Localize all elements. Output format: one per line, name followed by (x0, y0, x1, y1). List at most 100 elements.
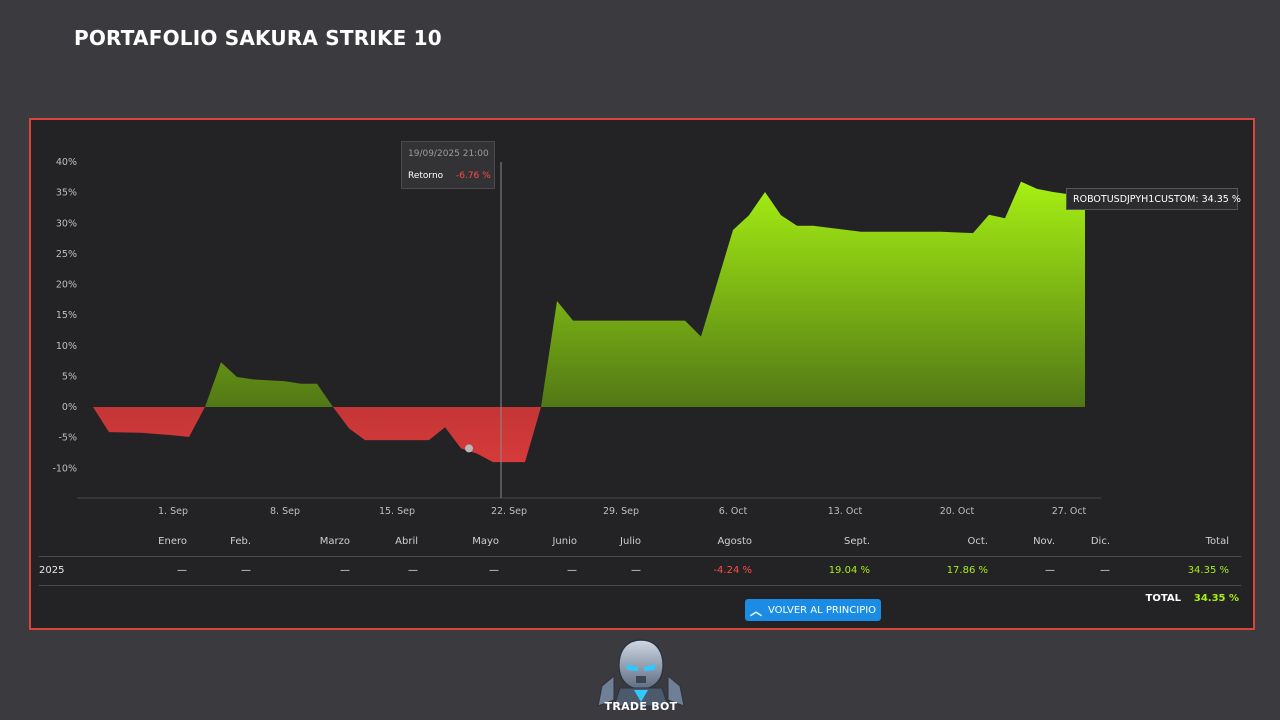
data-point[interactable] (875, 230, 879, 234)
total-label: TOTAL (1145, 593, 1181, 604)
data-point[interactable] (283, 379, 287, 383)
data-point[interactable] (555, 299, 559, 303)
data-point[interactable] (235, 375, 239, 379)
column-header: Mayo (472, 536, 499, 547)
data-point[interactable] (523, 460, 527, 464)
table-cell: 17.86 % (946, 565, 988, 576)
column-header: Feb. (230, 536, 251, 547)
row-year: 2025 (39, 565, 65, 576)
table-cell: — (340, 565, 350, 576)
returns-chart[interactable]: 40% 35% 30% 25% 20% 15% 10% 5% 0% -5% -10% 1. Sep 8… (31, 120, 1253, 528)
data-point[interactable] (171, 433, 175, 437)
total-value: 34.35 % (1193, 593, 1239, 604)
data-point[interactable] (587, 319, 591, 323)
y-tick-label: 15% (56, 310, 77, 321)
column-header: Abril (395, 536, 418, 547)
table-cell: — (489, 565, 499, 576)
data-point[interactable] (139, 431, 143, 435)
data-point[interactable] (363, 438, 367, 442)
data-point[interactable] (987, 213, 991, 217)
y-tick-label: 40% (56, 157, 77, 168)
portfolio-panel: 40% 35% 30% 25% 20% 15% 10% 5% 0% -5% -10% 1. Sep 8… (29, 118, 1255, 630)
data-point[interactable] (475, 452, 479, 456)
x-tick-label: 22. Sep (491, 506, 527, 517)
column-header: Marzo (319, 536, 350, 547)
area-positive (93, 181, 1085, 407)
chevron-up-icon: ︿ (749, 603, 762, 618)
data-point[interactable] (683, 319, 687, 323)
data-point[interactable] (411, 438, 415, 442)
data-point[interactable] (1003, 216, 1007, 220)
x-tick-label: 13. Oct (828, 506, 863, 517)
column-header: Junio (552, 536, 577, 547)
x-tick-label: 1. Sep (158, 506, 188, 517)
data-point[interactable] (571, 319, 575, 323)
data-point[interactable] (107, 430, 111, 434)
column-header: Nov. (1033, 536, 1055, 547)
data-point[interactable] (187, 435, 191, 439)
robot-head-icon (597, 639, 685, 707)
table-cell: -4.24 % (713, 565, 752, 576)
data-point[interactable] (443, 425, 447, 429)
data-point[interactable] (747, 213, 751, 217)
table-cell: — (177, 565, 187, 576)
column-header: Oct. (967, 536, 988, 547)
data-point[interactable] (939, 230, 943, 234)
data-point[interactable] (1035, 187, 1039, 191)
y-tick-label: 25% (56, 249, 77, 260)
table-cell: — (1045, 565, 1055, 576)
data-point[interactable] (203, 405, 207, 409)
data-point[interactable] (299, 382, 303, 386)
data-point[interactable] (491, 460, 495, 464)
data-point[interactable] (219, 360, 223, 364)
monthly-returns-table: Enero Feb. Marzo Abril Mayo Junio Julio Agosto S… (39, 528, 1241, 612)
x-tick-label: 29. Sep (603, 506, 639, 517)
y-tick-label: 35% (56, 188, 77, 199)
tooltip-date: 19/09/2025 21:00 (408, 149, 489, 159)
column-header: Total (1205, 536, 1229, 547)
back-to-top-label: VOLVER AL PRINCIPIO (767, 604, 877, 616)
data-point[interactable] (699, 335, 703, 339)
data-point[interactable] (331, 405, 335, 409)
data-point[interactable] (91, 405, 95, 409)
data-point[interactable] (1019, 180, 1023, 184)
column-header: Enero (158, 536, 187, 547)
data-point[interactable] (731, 228, 735, 232)
y-tick-label: 5% (62, 371, 77, 382)
tooltip-value: -6.76 % (456, 171, 491, 181)
x-tick-label: 8. Sep (270, 506, 300, 517)
data-point[interactable] (795, 224, 799, 228)
table-cell: — (408, 565, 418, 576)
data-point[interactable] (251, 377, 255, 381)
table-cell: — (1100, 565, 1110, 576)
table-divider (39, 585, 1241, 586)
data-point[interactable] (539, 405, 543, 409)
data-point[interactable] (459, 446, 463, 450)
data-point[interactable] (811, 224, 815, 228)
x-tick-label: 27. Oct (1052, 506, 1087, 517)
table-cell: — (241, 565, 251, 576)
data-point[interactable] (1051, 190, 1055, 194)
data-point[interactable] (315, 382, 319, 386)
data-point[interactable] (347, 426, 351, 430)
total-row: TOTAL 34.35 % (39, 586, 1241, 612)
data-point[interactable] (763, 190, 767, 194)
data-point[interactable] (779, 213, 783, 217)
x-tick-label: 6. Oct (719, 506, 748, 517)
data-point[interactable] (379, 438, 383, 442)
y-tick-label: 0% (62, 402, 77, 413)
y-tick-label: 10% (56, 341, 77, 352)
table-cell: 34.35 % (1187, 565, 1229, 576)
table-cell: — (567, 565, 577, 576)
table-divider (39, 556, 1241, 557)
column-header: Sept. (844, 536, 870, 547)
area-negative (93, 407, 1085, 463)
table-cell: 19.04 % (828, 565, 870, 576)
data-point[interactable] (859, 230, 863, 234)
data-point[interactable] (971, 231, 975, 235)
data-point[interactable] (427, 438, 431, 442)
table-row: 2025 — — — — — — — -4.24 % 19.04 % 17.86 % — — 34.35 … (39, 557, 1241, 585)
tooltip-label: Retorno (408, 171, 444, 181)
column-header: Dic. (1090, 536, 1110, 547)
back-to-top-button[interactable]: ︿ VOLVER AL PRINCIPIO (745, 599, 881, 621)
